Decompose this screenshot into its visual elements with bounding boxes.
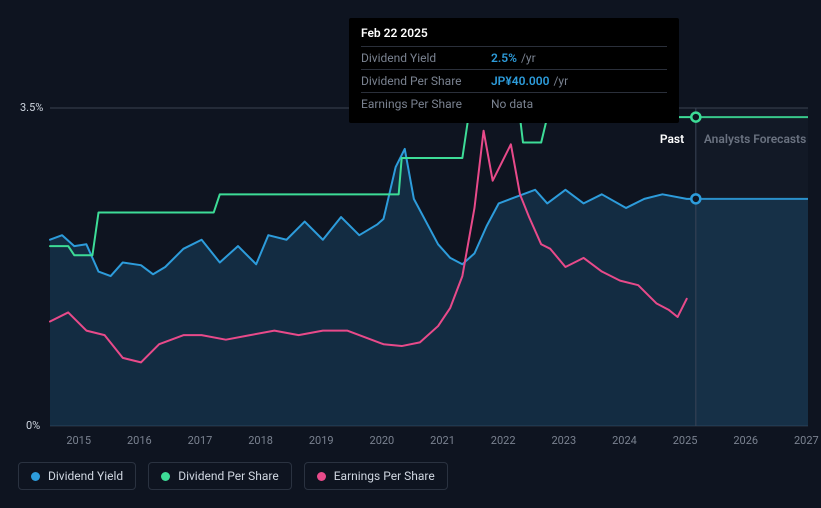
chart-legend: Dividend Yield Dividend Per Share Earnings… [18,462,448,490]
dividend-chart: 3.5% 0% Past Analysts Forecasts 2015 2016… [0,0,821,508]
tooltip-row-unit: /yr [553,74,568,88]
y-axis-label-max: 3.5% [20,101,43,114]
legend-item-dividend-per-share[interactable]: Dividend Per Share [148,462,292,490]
x-axis-tick: 2022 [491,434,516,447]
tooltip-row-label: Dividend Yield [361,51,491,65]
tooltip-row: Dividend Per ShareJP¥40.000 /yr [361,69,667,92]
past-label: Past [660,132,684,146]
legend-item-dividend-yield[interactable]: Dividend Yield [18,462,136,490]
legend-item-earnings-per-share[interactable]: Earnings Per Share [304,462,448,490]
x-axis-tick: 2015 [66,434,91,447]
tooltip-row-nodata: No data [491,97,533,111]
legend-item-label: Earnings Per Share [334,469,435,483]
forecasts-label: Analysts Forecasts [704,132,806,146]
hover-tooltip: Feb 22 2025 Dividend Yield2.5% /yrDivide… [349,18,679,123]
x-axis-tick: 2019 [309,434,334,447]
tooltip-row: Dividend Yield2.5% /yr [361,46,667,69]
y-axis-label-min: 0% [26,419,40,432]
legend-dot-icon [31,472,40,481]
tooltip-row: Earnings Per ShareNo data [361,92,667,115]
legend-item-label: Dividend Per Share [178,469,279,483]
x-axis-tick: 2023 [551,434,576,447]
tooltip-row-value: JP¥40.000 [491,74,549,88]
x-axis-tick: 2025 [673,434,698,447]
x-axis-tick: 2016 [127,434,152,447]
x-axis-tick: 2024 [612,434,637,447]
x-axis-tick: 2018 [248,434,273,447]
legend-dot-icon [317,472,326,481]
x-axis-tick: 2026 [733,434,758,447]
tooltip-row-value: 2.5% [491,51,517,65]
x-axis-tick: 2027 [794,434,819,447]
tooltip-row-label: Earnings Per Share [361,97,491,111]
x-axis-tick: 2020 [370,434,395,447]
tooltip-row-unit: /yr [521,51,536,65]
x-axis-tick: 2017 [188,434,213,447]
legend-item-label: Dividend Yield [48,469,123,483]
x-axis-tick: 2021 [430,434,455,447]
tooltip-row-label: Dividend Per Share [361,74,491,88]
tooltip-date: Feb 22 2025 [361,26,667,40]
legend-dot-icon [161,472,170,481]
